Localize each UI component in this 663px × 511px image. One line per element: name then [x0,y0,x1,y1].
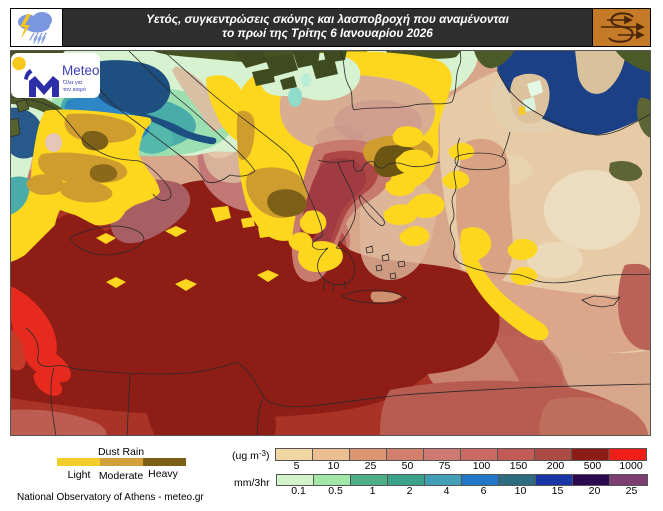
svg-text:τον καιρό: τον καιρό [63,86,86,93]
svg-text:Meteo: Meteo [62,63,100,78]
svg-text:Όλα για: Όλα για [62,80,83,86]
